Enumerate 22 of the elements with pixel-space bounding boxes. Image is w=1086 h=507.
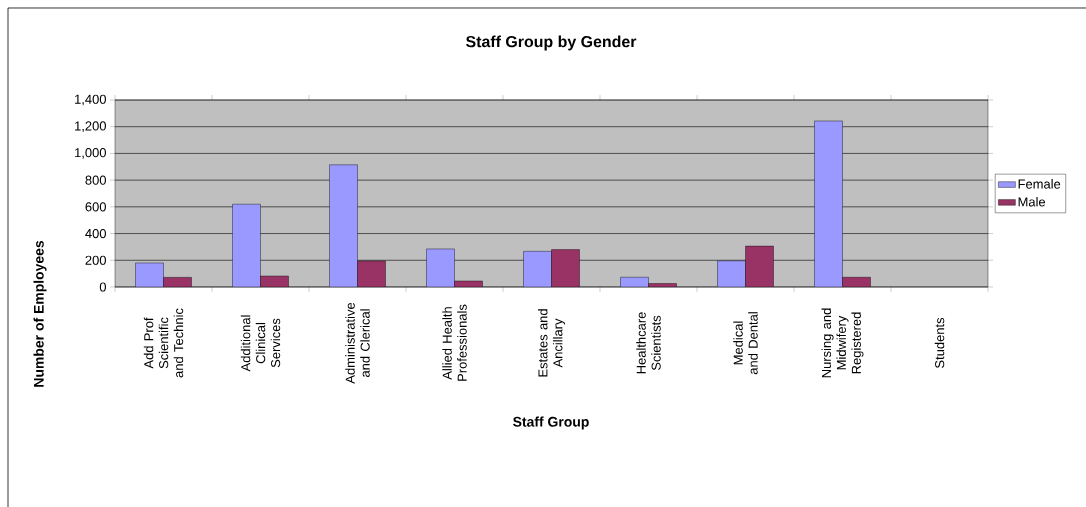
x-tick-label: Add Prof Scientific and Technic (143, 308, 184, 378)
y-tick-label: 200 (85, 255, 106, 265)
y-tick-label: 0 (99, 282, 106, 292)
chart-title: Staff Group by Gender (465, 35, 637, 51)
x-tick-label: Allied Health Professionals (442, 304, 467, 381)
y-tick-label: 400 (85, 228, 106, 239)
legend-label: Female (1018, 179, 1061, 189)
x-axis-title: Staff Group (513, 416, 589, 430)
x-tick-label: Medical and Dental (733, 312, 758, 375)
x-tick-label: Healthcare Scientists (636, 312, 661, 374)
x-tick-label: Additional Clinical Services (240, 315, 281, 372)
x-tick-label: Nursing and Midwifery Registered (821, 308, 864, 378)
y-tick-label: 1,200 (75, 121, 106, 133)
x-tick-label: Administrative and Clerical (345, 302, 370, 384)
y-tick-label: 1,000 (75, 148, 106, 159)
legend-label: Male (1018, 196, 1046, 207)
x-tick-label: Estates and Ancillary (538, 309, 566, 377)
y-tick-label: 600 (85, 202, 106, 212)
x-tick-label: Students (934, 317, 945, 368)
y-axis-title: Number of Employees (33, 240, 47, 387)
y-tick-label: 1,400 (75, 94, 106, 106)
y-tick-label: 800 (85, 175, 106, 185)
